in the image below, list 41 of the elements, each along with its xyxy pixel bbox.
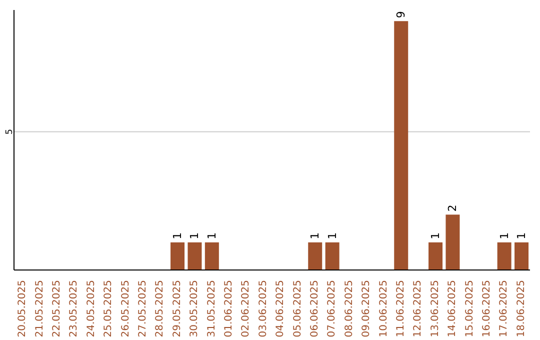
x-tick-label: 16.06.2025 — [482, 280, 492, 338]
x-tick-label: 22.05.2025 — [52, 280, 62, 338]
data-label: 1 — [326, 232, 339, 240]
x-tick-label: 28.05.2025 — [154, 280, 166, 338]
data-label: 1 — [171, 232, 184, 240]
x-tick-label: 25.05.2025 — [103, 280, 114, 338]
x-tick-label: 06.06.2025 — [310, 280, 320, 338]
x-tick-label: 21.05.2025 — [34, 280, 46, 338]
x-tick-label: 24.05.2025 — [86, 280, 97, 338]
x-tick-label: 05.06.2025 — [292, 280, 304, 338]
x-tick-label: 01.06.2025 — [224, 280, 234, 338]
x-tick-label: 04.06.2025 — [275, 280, 286, 338]
x-tick-label: 13.06.2025 — [430, 280, 441, 338]
x-tick-label: 23.05.2025 — [68, 280, 80, 338]
x-tick-label: 09.06.2025 — [361, 280, 372, 338]
y-tick-label: 5 — [5, 128, 15, 135]
x-tick-label: 31.05.2025 — [206, 280, 218, 338]
data-label: 1 — [205, 232, 218, 240]
x-tick-label: 30.05.2025 — [189, 280, 200, 338]
data-label: 9 — [394, 11, 408, 18]
data-label: 1 — [498, 232, 511, 240]
x-tick-label: 17.06.2025 — [498, 280, 510, 338]
x-tick-label: 27.05.2025 — [138, 280, 148, 338]
x-tick-label: 14.06.2025 — [447, 280, 458, 338]
x-tick-label: 02.06.2025 — [240, 280, 252, 338]
data-label: 2 — [446, 204, 460, 212]
x-tick-label: 12.06.2025 — [412, 280, 424, 338]
x-tick-label: 10.06.2025 — [378, 280, 390, 338]
data-label: 1 — [515, 232, 528, 240]
x-tick-label: 29.05.2025 — [172, 280, 183, 338]
x-tick-label: 03.06.2025 — [258, 280, 269, 338]
x-tick-label: 07.06.2025 — [326, 280, 338, 338]
data-label: 1 — [188, 232, 202, 240]
x-tick-label: 15.06.2025 — [464, 280, 476, 338]
x-tick-label: 11.06.2025 — [396, 280, 406, 338]
data-label: 1 — [308, 232, 322, 240]
x-tick-label: 08.06.2025 — [344, 280, 355, 338]
data-label: 1 — [429, 232, 442, 240]
x-tick-label: 26.05.2025 — [120, 280, 132, 338]
x-tick-label: 18.06.2025 — [516, 280, 527, 338]
x-tick-label: 20.05.2025 — [17, 280, 28, 338]
